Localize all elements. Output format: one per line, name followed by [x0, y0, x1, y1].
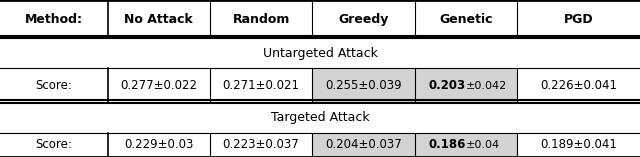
Bar [312, 133, 415, 157]
Text: 0.189±0.041: 0.189±0.041 [540, 138, 617, 151]
Text: No Attack: No Attack [124, 13, 193, 26]
Text: Score:: Score: [35, 138, 72, 151]
Text: 0.223±0.037: 0.223±0.037 [223, 138, 300, 151]
Text: Untargeted Attack: Untargeted Attack [262, 47, 378, 60]
Text: 0.277±0.022: 0.277±0.022 [120, 79, 197, 92]
Text: 0.186: 0.186 [429, 138, 466, 151]
Text: Targeted Attack: Targeted Attack [271, 111, 369, 124]
Text: 0.203: 0.203 [429, 79, 466, 92]
Text: 0.226±0.041: 0.226±0.041 [540, 79, 617, 92]
Text: Genetic: Genetic [439, 13, 493, 26]
Text: 0.229±0.03: 0.229±0.03 [124, 138, 193, 151]
Text: 0.255±0.039: 0.255±0.039 [325, 79, 402, 92]
Text: Random: Random [232, 13, 290, 26]
Text: 0.271±0.021: 0.271±0.021 [223, 79, 300, 92]
Text: PGD: PGD [564, 13, 593, 26]
Text: Score:: Score: [35, 79, 72, 92]
Text: ±0.042: ±0.042 [466, 81, 507, 91]
Text: Method:: Method: [25, 13, 83, 26]
Bar [415, 133, 517, 157]
Bar [312, 68, 415, 103]
Text: Greedy: Greedy [339, 13, 388, 26]
Text: ±0.04: ±0.04 [466, 140, 500, 150]
Text: 0.204±0.037: 0.204±0.037 [325, 138, 402, 151]
Bar [415, 68, 517, 103]
